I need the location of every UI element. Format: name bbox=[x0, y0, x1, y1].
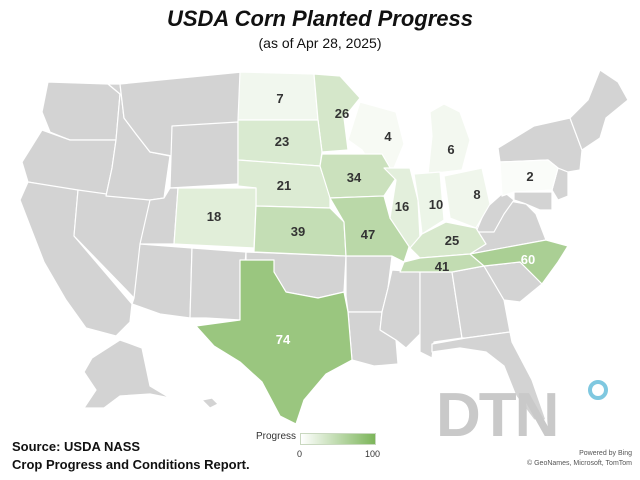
state-label-IL: 16 bbox=[395, 199, 409, 214]
state-WY bbox=[169, 121, 239, 189]
state-WA bbox=[41, 81, 121, 141]
map-subtitle: (as of Apr 28, 2025) bbox=[258, 35, 382, 51]
state-label-SD: 23 bbox=[275, 134, 289, 149]
state-HI bbox=[201, 397, 219, 409]
state-label-KY: 25 bbox=[445, 233, 459, 248]
state-label-MI: 6 bbox=[447, 142, 454, 157]
state-label-IA: 34 bbox=[347, 170, 362, 185]
legend-min-label: 0 bbox=[297, 449, 303, 459]
state-label-OH: 8 bbox=[473, 187, 480, 202]
state-label-MO: 47 bbox=[361, 227, 375, 242]
state-label-MN: 26 bbox=[335, 106, 349, 121]
states-no-data bbox=[19, 69, 629, 421]
map-copyright: © GeoNames, Microsoft, TomTom bbox=[527, 460, 632, 467]
source-note: Source: USDA NASS Crop Progress and Cond… bbox=[12, 438, 250, 474]
us-choropleth-map: 7 26 23 4 6 21 34 18 39 47 16 10 8 2 25 … bbox=[19, 69, 629, 425]
state-OH[interactable] bbox=[443, 167, 491, 229]
legend-max-label: 100 bbox=[365, 449, 381, 459]
map-title: USDA Corn Planted Progress bbox=[166, 6, 474, 31]
state-label-TN: 41 bbox=[435, 259, 449, 274]
source-line-2: Crop Progress and Conditions Report. bbox=[12, 457, 250, 472]
state-label-TX: 74 bbox=[276, 332, 291, 347]
state-PA[interactable] bbox=[499, 159, 559, 197]
state-label-ND: 7 bbox=[276, 91, 283, 106]
state-label-KS: 39 bbox=[291, 224, 305, 239]
state-FL bbox=[431, 331, 547, 421]
state-AZ bbox=[131, 243, 193, 319]
state-NE-states bbox=[569, 69, 629, 151]
state-label-PA: 2 bbox=[526, 169, 533, 184]
state-value-labels: 7 26 23 4 6 21 34 18 39 47 16 10 8 2 25 … bbox=[207, 91, 535, 347]
state-NC[interactable] bbox=[469, 239, 569, 285]
state-label-IN: 10 bbox=[429, 197, 443, 212]
legend-color-ramp bbox=[300, 433, 376, 445]
legend-label: Progress bbox=[256, 431, 297, 442]
state-TX[interactable] bbox=[195, 259, 353, 425]
dtn-logo-dot-icon bbox=[588, 380, 608, 400]
powered-by-credit: Powered by Bing bbox=[579, 450, 632, 457]
state-MD bbox=[513, 191, 553, 211]
source-line-1: Source: USDA NASS bbox=[12, 439, 141, 454]
state-label-NC: 60 bbox=[521, 252, 535, 267]
dtn-logo: DTN bbox=[436, 380, 608, 446]
state-NM bbox=[189, 247, 247, 321]
state-label-WI: 4 bbox=[384, 129, 392, 144]
states-with-data bbox=[173, 71, 569, 425]
state-label-CO: 18 bbox=[207, 209, 221, 224]
state-IN[interactable] bbox=[413, 171, 445, 235]
dtn-logo-text: DTN bbox=[436, 381, 557, 446]
state-MI[interactable] bbox=[427, 103, 471, 175]
state-label-NE: 21 bbox=[277, 178, 291, 193]
state-AK bbox=[83, 339, 171, 409]
